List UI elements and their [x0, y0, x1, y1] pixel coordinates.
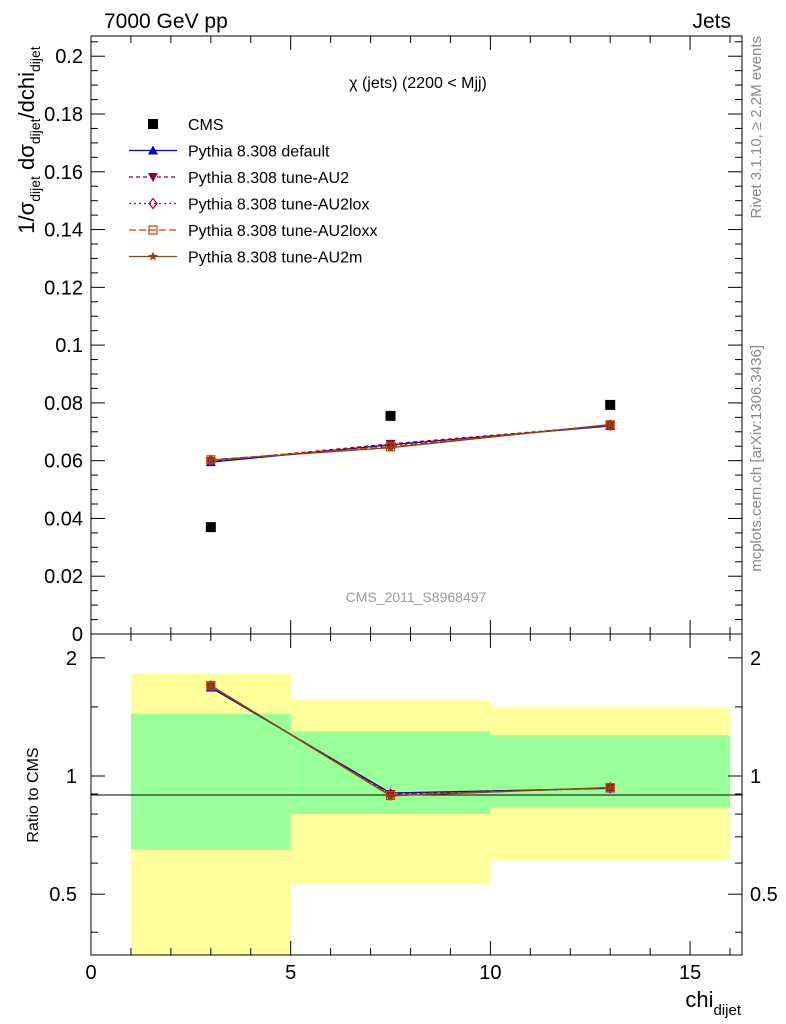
- ratio-point-5: [605, 782, 615, 792]
- legend-label: Pythia 8.308 tune-AU2: [188, 170, 349, 187]
- main-y-tick-label: 0.08: [44, 393, 83, 415]
- main-point-5: [206, 455, 216, 465]
- ratio-y-tick-label-right: 1: [750, 766, 761, 788]
- ratio-y-tick-label-right: 2: [750, 648, 761, 670]
- rivet-label: Rivet 3.1.10, ≥ 2.2M events: [748, 36, 765, 219]
- main-series-markers: [205, 399, 616, 533]
- ratio-point-5: [385, 790, 396, 800]
- main-y-tick-label: 0.12: [44, 277, 83, 299]
- main-point-0: [385, 410, 396, 421]
- header-right: Jets: [692, 10, 731, 33]
- legend-marker: [148, 251, 158, 261]
- watermark: CMS_2011_S8968497: [346, 589, 487, 605]
- ratio-y-tick-label: 2: [66, 648, 77, 670]
- legend-marker: [148, 119, 158, 129]
- main-line-5: [210, 423, 611, 461]
- main-panel: 00.020.040.060.080.10.120.140.160.180.2 …: [14, 35, 743, 646]
- ratio-point-5: [206, 680, 216, 690]
- ratio-frame: [90, 633, 743, 956]
- main-axis-ticks: 0 0.02 0.04 0.06 0.08 0.1 0.12 0.14 0.16 0.18 0.2: [44, 36, 742, 646]
- main-y-tick-label: 0.1: [55, 335, 83, 357]
- legend: CMS Pythia 8.308 default Pythia 8.308 tune…: [129, 117, 377, 267]
- main-y-tick-label: 0.18: [44, 104, 83, 126]
- main-y-label: 1/σdijet dσdijet/dchidijet: [14, 46, 43, 234]
- main-y-tick-label: 0.16: [44, 162, 83, 184]
- legend-label: Pythia 8.308 default: [188, 144, 330, 161]
- main-point-0: [605, 399, 616, 410]
- ratio-series-markers: [205, 680, 616, 801]
- main-y-tick-label: 0.06: [44, 451, 83, 473]
- legend-marker: [148, 225, 158, 235]
- x-tick-label: 15: [679, 962, 701, 984]
- main-point-5: [605, 419, 615, 429]
- legend-label: CMS: [188, 117, 224, 134]
- ratio-y-label: Ratio to CMS: [25, 747, 42, 842]
- main-y-tick-label: 0: [72, 624, 83, 646]
- ratio-band-inner: [130, 713, 291, 850]
- legend-label: Pythia 8.308 tune-AU2loxx: [188, 223, 377, 240]
- ratio-band-inner: [290, 731, 491, 815]
- legend-marker: [148, 145, 158, 155]
- ratio-axis-ticks: 0.5 0.5 1 1 2 2 0 5 10 15: [49, 634, 778, 984]
- header-left: 7000 GeV pp: [104, 10, 228, 33]
- x-axis-label: chidijet: [685, 987, 741, 1019]
- main-y-tick-label: 0.04: [44, 508, 83, 530]
- main-series-lines: [210, 423, 611, 463]
- legend-label: Pythia 8.308 tune-AU2m: [188, 250, 362, 267]
- main-y-tick-label: 0.02: [44, 566, 83, 588]
- legend-label: Pythia 8.308 tune-AU2lox: [188, 197, 369, 214]
- main-y-tick-label: 0.14: [44, 220, 83, 242]
- main-point-0: [205, 522, 216, 533]
- ratio-band-inner: [490, 735, 731, 808]
- main-title: χ (jets) (2200 < Mjj): [349, 75, 487, 92]
- legend-marker: [148, 173, 158, 182]
- main-point-5: [385, 442, 396, 452]
- x-tick-label: 0: [85, 962, 96, 984]
- x-tick-label: 10: [479, 962, 501, 984]
- ratio-y-tick-label: 0.5: [49, 884, 77, 906]
- main-y-tick-label: 0.2: [55, 46, 83, 68]
- ratio-y-tick-label: 1: [66, 766, 77, 788]
- legend-marker: [148, 197, 158, 210]
- x-tick-label: 5: [285, 962, 296, 984]
- ratio-panel: 0.5 0.5 1 1 2 2 0 5 10 15 Ratio to CMS chidijet: [25, 633, 778, 1019]
- ratio-y-tick-label-right: 0.5: [750, 884, 778, 906]
- ratio-uncertainty-bands: [130, 673, 731, 955]
- mcplots-label: mcplots.cern.ch [arXiv:1306.3436]: [748, 345, 765, 572]
